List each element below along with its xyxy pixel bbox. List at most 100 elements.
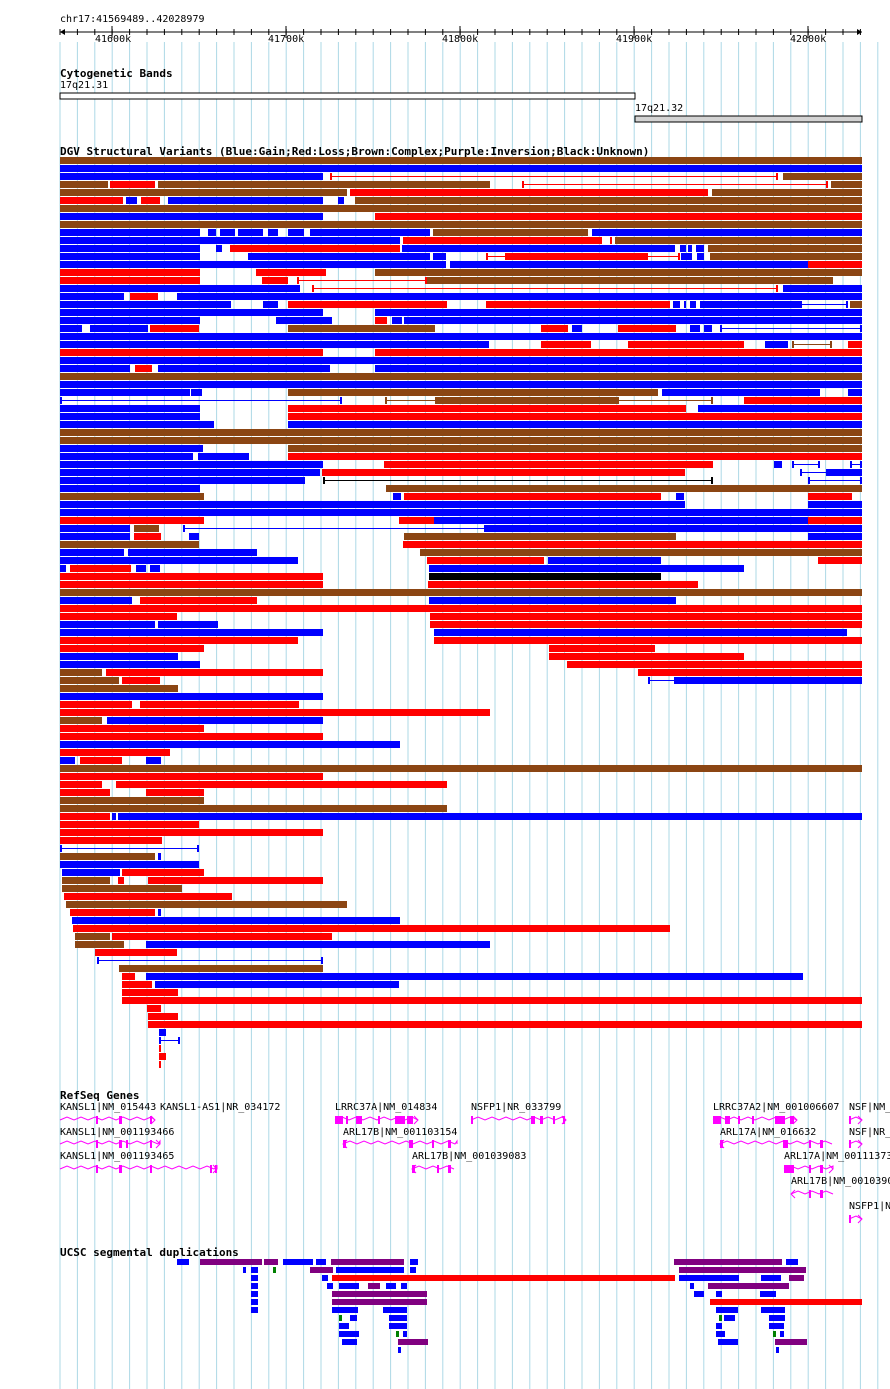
variant-bar (148, 1013, 178, 1020)
gene-label[interactable]: ARL17A|NM_00111373 (784, 1151, 890, 1162)
variant-bar (126, 197, 137, 204)
variant-bar (60, 741, 400, 748)
variant-bar (60, 853, 155, 860)
gene-model (411, 1164, 455, 1174)
gene-exon (752, 1116, 754, 1124)
gene-exon (820, 1140, 823, 1148)
segdup-block (769, 1315, 785, 1321)
variant-bar (122, 997, 862, 1004)
gene-label[interactable]: KANSL1|NM_015443 (60, 1102, 157, 1113)
segdup-block (775, 1339, 807, 1345)
gene-label[interactable]: NSFP1|NR_033799 (471, 1102, 562, 1113)
variant-block (297, 277, 299, 284)
variant-bar (60, 637, 298, 644)
variant-block (860, 325, 862, 332)
variant-bar (673, 301, 680, 308)
gene-exon (563, 1116, 565, 1124)
variant-bar (783, 173, 862, 180)
variant-bar (505, 253, 648, 260)
gene-exon (395, 1116, 405, 1124)
refseq-track-title: RefSeq Genes (60, 1089, 140, 1102)
variant-bar (592, 229, 862, 236)
segdup-block (773, 1331, 776, 1337)
gene-exon (96, 1165, 98, 1173)
refseq-track (59, 1115, 863, 1224)
variant-bar (60, 733, 323, 740)
variant-bar (638, 669, 862, 676)
variant-block (60, 397, 62, 404)
variant-block (617, 397, 619, 404)
variant-block (860, 461, 862, 468)
variant-bar (433, 229, 588, 236)
variant-block (425, 277, 427, 284)
variant-block (648, 677, 650, 684)
variant-block (60, 845, 62, 852)
gene-strand-arrow (719, 1139, 725, 1149)
variant-bar (106, 669, 323, 676)
variant-bar (134, 533, 161, 540)
gene-exon (713, 1116, 721, 1124)
tick-label-42000k: 42000k (790, 34, 827, 45)
gene-label[interactable]: ARL17B|NM_001103154 (343, 1127, 458, 1138)
gene-label[interactable]: KANSL1-AS1|NR_034172 (160, 1102, 281, 1113)
gene-label[interactable]: ARL17B|NM_00103908 (791, 1176, 890, 1187)
variant-bar (64, 893, 232, 900)
variant-bar (60, 557, 298, 564)
variant-block (486, 253, 488, 260)
gene-model (470, 1115, 567, 1125)
variant-bar (288, 405, 686, 412)
gene-label[interactable]: LRRC37A2|NM_001006607 (713, 1102, 840, 1113)
gene-exon (471, 1116, 473, 1124)
gene-intron-line (719, 1140, 833, 1145)
gene-exon (346, 1116, 348, 1124)
variant-bar (429, 597, 676, 604)
cytoband-track-title: Cytogenetic Bands (60, 67, 173, 80)
variant-bar (60, 461, 323, 468)
gene-label[interactable]: KANSL1|NM_001193465 (60, 1151, 175, 1162)
variant-bar (110, 181, 155, 188)
variant-bar (60, 661, 200, 668)
segdup-block (251, 1267, 258, 1273)
variant-block (860, 477, 862, 484)
variant-bar (95, 949, 177, 956)
gene-label[interactable]: NSF|NM_ (849, 1102, 890, 1113)
variant-bar (80, 757, 122, 764)
variant-bar (60, 269, 200, 276)
variant-bar (146, 757, 161, 764)
coordinate-ruler (59, 26, 862, 38)
variant-block (808, 477, 810, 484)
variant-bar (140, 701, 299, 708)
segdup-block (336, 1267, 404, 1273)
segdup-block (251, 1283, 258, 1289)
variant-bar (73, 925, 670, 932)
segdup-block (708, 1283, 789, 1289)
variant-bar (60, 429, 862, 436)
gene-intron-line (411, 1165, 455, 1170)
gene-label[interactable]: NSFP1|N (849, 1201, 890, 1212)
variant-bar (60, 525, 130, 532)
gene-label[interactable]: LRRC37A|NM_014834 (335, 1102, 438, 1113)
gene-exon (790, 1116, 794, 1124)
gene-label[interactable]: ARL17A|NM_016632 (720, 1127, 817, 1138)
gene-intron-line (470, 1116, 567, 1121)
variant-bar (697, 253, 704, 260)
segdup-block (690, 1283, 694, 1289)
gene-exon (809, 1190, 811, 1198)
variant-bar (75, 933, 110, 940)
variant-bar (248, 253, 430, 260)
variant-bar (230, 245, 400, 252)
segdup-block (396, 1331, 399, 1337)
variant-block (330, 173, 332, 180)
variant-bar (198, 453, 249, 460)
cytoband-track (59, 92, 863, 123)
segdup-block (403, 1331, 407, 1337)
variant-bar (128, 917, 400, 924)
variant-bar (70, 909, 155, 916)
gene-label[interactable]: ARL17B|NM_001039083 (412, 1151, 527, 1162)
gene-label[interactable]: KANSL1|NM_001193466 (60, 1127, 175, 1138)
variant-bar (288, 389, 658, 396)
segdup-block (251, 1291, 258, 1297)
variant-bar (62, 877, 110, 884)
gene-label[interactable]: NSF|NR_ (849, 1127, 890, 1138)
